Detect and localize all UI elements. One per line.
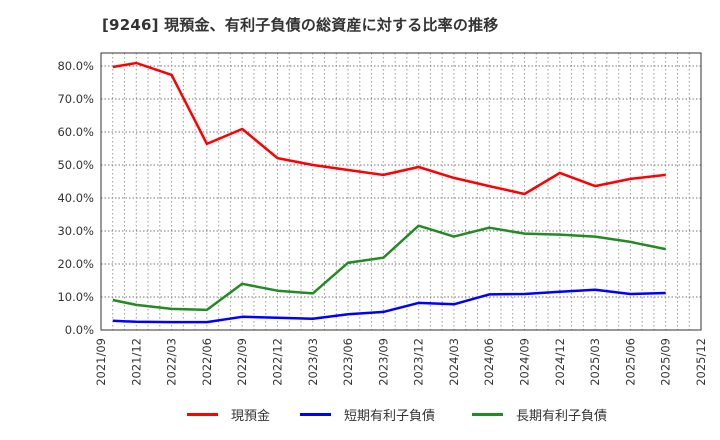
legend-swatch-red xyxy=(187,413,218,416)
x-tick-label: 2025/09 xyxy=(659,338,673,386)
legend-item-cash: 現預金 xyxy=(187,405,270,424)
y-tick-label: 60.0% xyxy=(57,125,94,139)
legend-swatch-green xyxy=(472,413,503,416)
plot-frame xyxy=(100,52,702,331)
x-tick-label: 2021/09 xyxy=(94,338,108,386)
x-axis: 2021/09 2021/12 2022/03 2022/06 2022/09 2022/… xyxy=(94,338,708,386)
legend-label: 現預金 xyxy=(231,409,271,424)
x-tick-label: 2023/09 xyxy=(376,338,390,386)
line-chart: 0.0% 10.0% 20.0% 30.0% 40.0% 50.0% 60.0% 70.0% 8… xyxy=(57,52,708,386)
y-tick-label: 10.0% xyxy=(57,290,94,304)
x-tick-label: 2023/03 xyxy=(306,338,320,386)
legend-item-short-term-debt: 短期有利子負債 xyxy=(300,405,435,424)
y-tick-label: 30.0% xyxy=(57,224,94,238)
legend: 現預金 短期有利子負債 長期有利子負債 xyxy=(0,405,720,427)
x-tick-label: 2024/09 xyxy=(518,338,532,386)
series-line xyxy=(112,61,666,196)
x-tick-label: 2025/06 xyxy=(623,338,637,386)
x-tick-label: 2025/12 xyxy=(694,338,708,386)
y-tick-label: 80.0% xyxy=(57,59,94,73)
chart-title: [9246] 現預金、有利子負債の総資産に対する比率の推移 xyxy=(102,16,499,34)
series-line xyxy=(112,224,666,312)
legend-label: 短期有利子負債 xyxy=(344,409,436,424)
legend-swatch-blue xyxy=(300,413,331,416)
x-tick-label: 2022/06 xyxy=(200,338,214,386)
x-tick-label: 2022/12 xyxy=(270,338,284,386)
y-tick-label: 20.0% xyxy=(57,257,94,271)
series-line xyxy=(112,288,666,324)
y-tick-label: 40.0% xyxy=(57,191,94,205)
y-tick-label: 0.0% xyxy=(65,323,94,337)
x-tick-label: 2022/09 xyxy=(235,338,249,386)
x-tick-label: 2022/03 xyxy=(165,338,179,386)
x-tick-label: 2023/06 xyxy=(341,338,355,386)
x-tick-label: 2024/12 xyxy=(553,338,567,386)
x-tick-label: 2025/03 xyxy=(588,338,602,386)
y-tick-label: 70.0% xyxy=(57,92,94,106)
grid-lines xyxy=(101,53,701,330)
y-axis: 0.0% 10.0% 20.0% 30.0% 40.0% 50.0% 60.0% 70.0% 8… xyxy=(57,59,94,337)
x-tick-label: 2023/12 xyxy=(412,338,426,386)
series-lines xyxy=(112,61,666,324)
legend-label: 長期有利子負債 xyxy=(516,409,608,424)
x-tick-label: 2024/03 xyxy=(447,338,461,386)
legend-item-long-term-debt: 長期有利子負債 xyxy=(472,405,607,424)
x-tick-label: 2021/12 xyxy=(129,338,143,386)
y-tick-label: 50.0% xyxy=(57,158,94,172)
x-tick-label: 2024/06 xyxy=(482,338,496,386)
